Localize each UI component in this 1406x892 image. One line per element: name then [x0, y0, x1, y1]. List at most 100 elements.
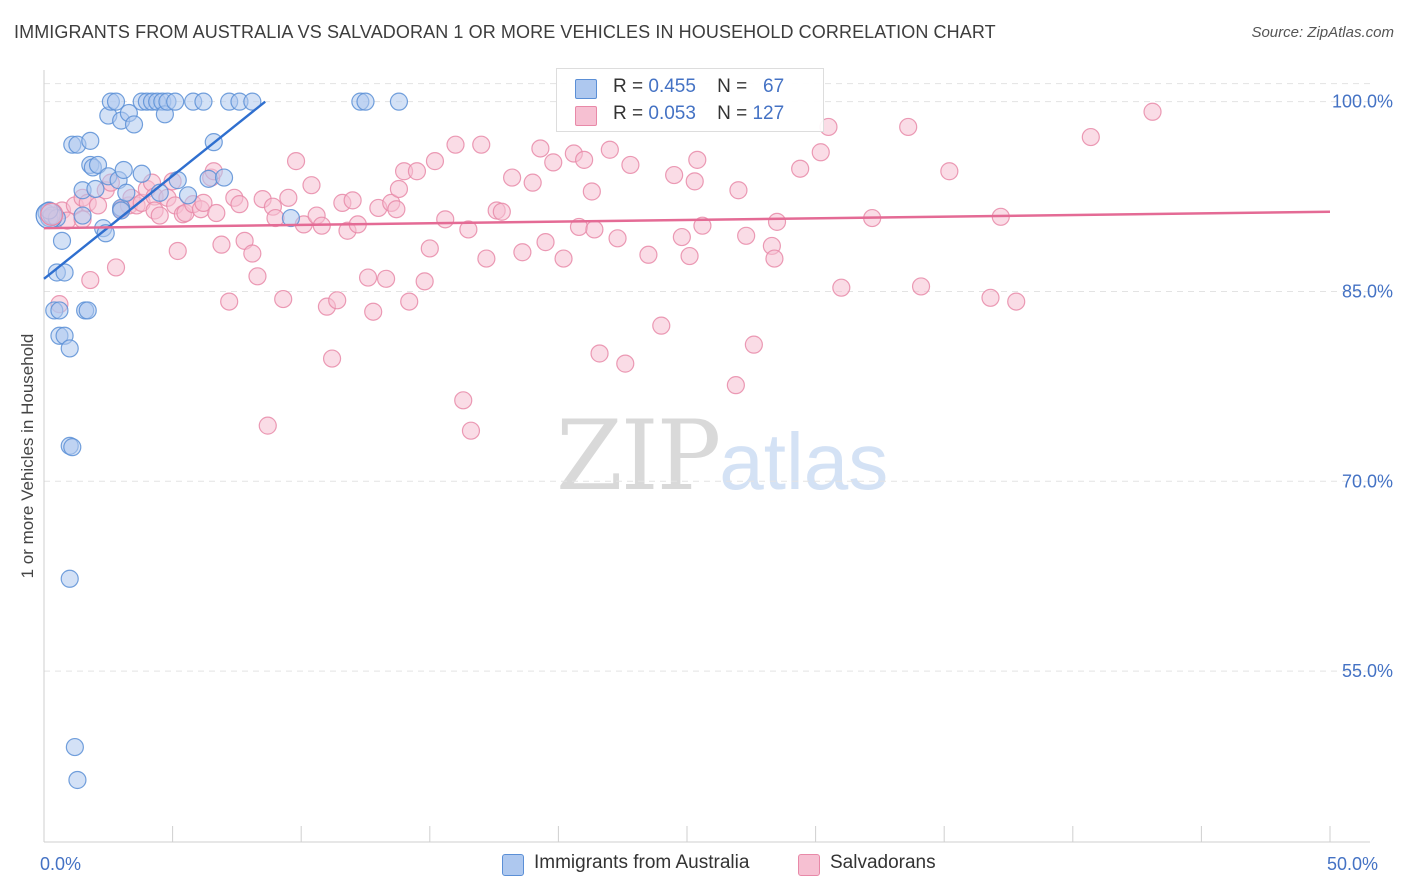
data-point-pink [425, 152, 445, 171]
stat-n-value-australia: 67 [763, 76, 785, 97]
stat-n-label: N = [717, 76, 748, 97]
data-point-pink [212, 235, 231, 254]
y-axis-label: 1 or more Vehicles in Household [18, 333, 37, 579]
stat-text-australia: R = 0.455 N = 67 [613, 76, 784, 98]
data-point-pink [940, 162, 959, 181]
data-point-pink [685, 172, 704, 191]
data-point-pink [454, 391, 473, 410]
data-point-pink [322, 349, 342, 368]
data-point-cluster-pink [40, 202, 64, 226]
stat-n-value-salvadoran: 127 [752, 103, 785, 124]
data-point-pink [832, 278, 851, 297]
data-point-pink [302, 176, 321, 195]
x-tick-label: 0.0% [40, 854, 81, 874]
chart-title: IMMIGRANTS FROM AUSTRALIA VS SALVADORAN … [14, 22, 996, 42]
data-point-pink [585, 220, 604, 239]
data-point-blue [243, 92, 262, 111]
data-point-pink [608, 229, 627, 248]
data-point-pink [389, 179, 409, 199]
data-point-pink [387, 200, 406, 219]
data-point-pink [415, 272, 434, 291]
data-point-pink [459, 220, 478, 239]
data-point-pink [680, 246, 699, 266]
stat-swatch-australia [575, 79, 597, 99]
data-point-pink [981, 288, 1000, 307]
data-point-pink [688, 150, 707, 169]
trend-line-pink [43, 210, 1331, 230]
data-point-blue [60, 339, 79, 358]
data-point-pink [726, 376, 745, 395]
data-point-pink [477, 249, 496, 268]
data-point-pink [279, 188, 298, 207]
data-point-pink [328, 291, 347, 310]
data-point-pink [791, 159, 810, 178]
data-point-blue [60, 569, 79, 588]
data-point-blue [68, 770, 87, 790]
data-point-pink [616, 354, 635, 373]
data-point-pink [436, 210, 455, 229]
legend-label-australia: Immigrants from Australia [534, 852, 750, 873]
y-tick-label: 55.0% [1342, 661, 1393, 681]
data-point-blue [168, 171, 187, 190]
data-point-pink [899, 117, 918, 137]
data-point-blue [106, 92, 126, 111]
data-point-pink [207, 203, 226, 223]
data-point-blue [81, 131, 100, 150]
data-point-blue [88, 155, 108, 175]
data-point-pink [737, 226, 756, 245]
data-point-pink [492, 202, 511, 221]
data-point-blue [63, 438, 82, 457]
data-point-pink [1081, 127, 1100, 147]
data-point-pink [531, 139, 550, 158]
data-point-pink [590, 344, 609, 363]
trend-line-blue [43, 100, 266, 280]
data-point-pink [446, 135, 465, 154]
data-point-pink [220, 292, 239, 311]
data-point-pink [665, 165, 684, 185]
zipatlas-watermark: ZIPatlas [556, 400, 888, 512]
correlation-stats-box: R = 0.455 N = 67 R = 0.053 N = 127 [556, 68, 824, 132]
stat-r-label: R = [613, 76, 644, 97]
y-tick-label: 100.0% [1332, 92, 1393, 112]
data-point-pink [639, 245, 658, 264]
data-point-blue [166, 92, 185, 111]
data-point-blue [214, 168, 234, 187]
data-point-blue [86, 179, 105, 199]
data-point-blue [117, 183, 136, 202]
data-point-pink [400, 292, 419, 311]
data-point-pink [600, 140, 619, 159]
data-point-pink [194, 193, 213, 212]
data-point-pink [106, 258, 126, 277]
data-point-pink [286, 152, 306, 171]
data-point-pink [168, 241, 187, 261]
data-point-pink [765, 249, 784, 268]
legend-swatch-australia [502, 854, 524, 876]
data-point-pink [81, 270, 100, 290]
data-point-pink [693, 216, 712, 235]
data-point-pink [243, 244, 262, 263]
data-point-pink [513, 243, 532, 262]
data-point-blue [50, 301, 69, 320]
data-point-pink [364, 302, 383, 321]
data-point-blue [114, 160, 133, 180]
data-point-pink [744, 335, 763, 354]
data-point-pink [472, 135, 491, 154]
stat-r-label: R = [613, 103, 644, 124]
data-point-pink [811, 143, 830, 162]
stat-r-value-australia: 0.455 [648, 76, 696, 97]
data-point-blue [124, 115, 144, 134]
data-point-pink [1007, 292, 1026, 311]
data-point-blue [132, 164, 151, 183]
data-point-blue [389, 92, 409, 111]
source-credit: Source: ZipAtlas.com [1251, 24, 1394, 41]
stat-swatch-salvadoran [575, 106, 597, 126]
data-point-pink [503, 168, 522, 187]
data-point-pink [621, 155, 640, 175]
data-point-pink [575, 150, 594, 169]
y-tick-label: 85.0% [1342, 281, 1393, 301]
data-point-pink [582, 182, 601, 201]
watermark-zip: ZIP [556, 400, 721, 512]
stat-text-salvadoran: R = 0.053 N = 127 [613, 103, 784, 125]
data-point-pink [88, 196, 108, 215]
